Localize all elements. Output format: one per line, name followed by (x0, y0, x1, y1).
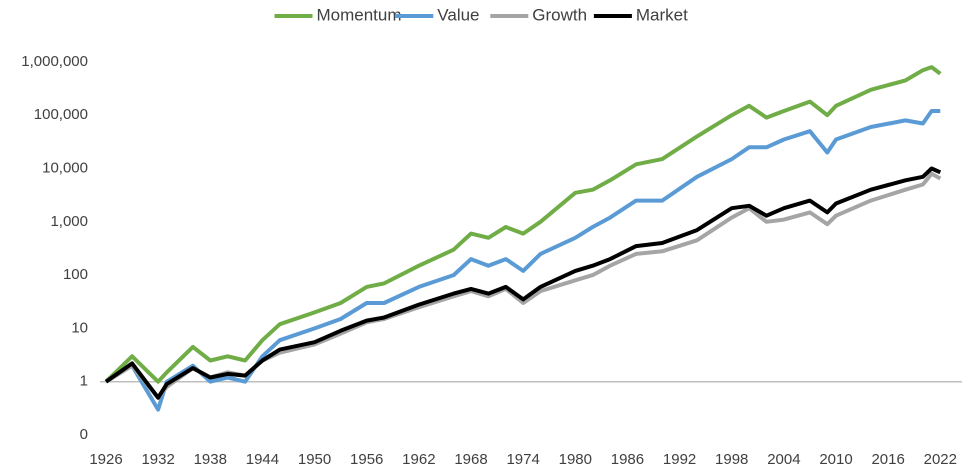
x-tick-label: 1986 (611, 451, 644, 468)
x-tick-label: 1992 (663, 451, 696, 468)
x-tick-label: 1950 (298, 451, 331, 468)
legend-label: Growth (532, 5, 587, 24)
y-tick-label: 0 (80, 426, 88, 443)
y-tick-label: 1 (80, 373, 88, 390)
x-tick-label: 2022 (924, 451, 957, 468)
legend-label: Value (437, 5, 479, 24)
x-tick-label: 1932 (141, 451, 174, 468)
x-tick-label: 1944 (246, 451, 279, 468)
y-tick-label: 10,000 (42, 159, 88, 176)
x-tick-label: 2016 (871, 451, 904, 468)
x-tick-label: 2004 (767, 451, 800, 468)
x-tick-label: 1998 (715, 451, 748, 468)
x-tick-label: 1980 (559, 451, 592, 468)
x-tick-label: 1938 (194, 451, 227, 468)
x-tick-label: 1974 (506, 451, 539, 468)
y-tick-label: 1,000,000 (21, 53, 88, 70)
y-tick-label: 100,000 (34, 106, 88, 123)
y-tick-label: 100 (63, 266, 88, 283)
series-line (104, 65, 942, 384)
x-tick-label: 2010 (819, 451, 852, 468)
x-tick-label: 1956 (350, 451, 383, 468)
x-tick-label: 1962 (402, 451, 435, 468)
legend-label: Market (636, 5, 688, 24)
legend-label: Momentum (317, 5, 402, 24)
series-line (104, 171, 942, 400)
x-tick-label: 1968 (454, 451, 487, 468)
y-tick-label: 10 (71, 319, 88, 336)
series-line (104, 166, 942, 400)
x-tick-label: 1926 (89, 451, 122, 468)
y-tick-label: 1,000 (50, 213, 88, 230)
series-line (104, 109, 941, 412)
